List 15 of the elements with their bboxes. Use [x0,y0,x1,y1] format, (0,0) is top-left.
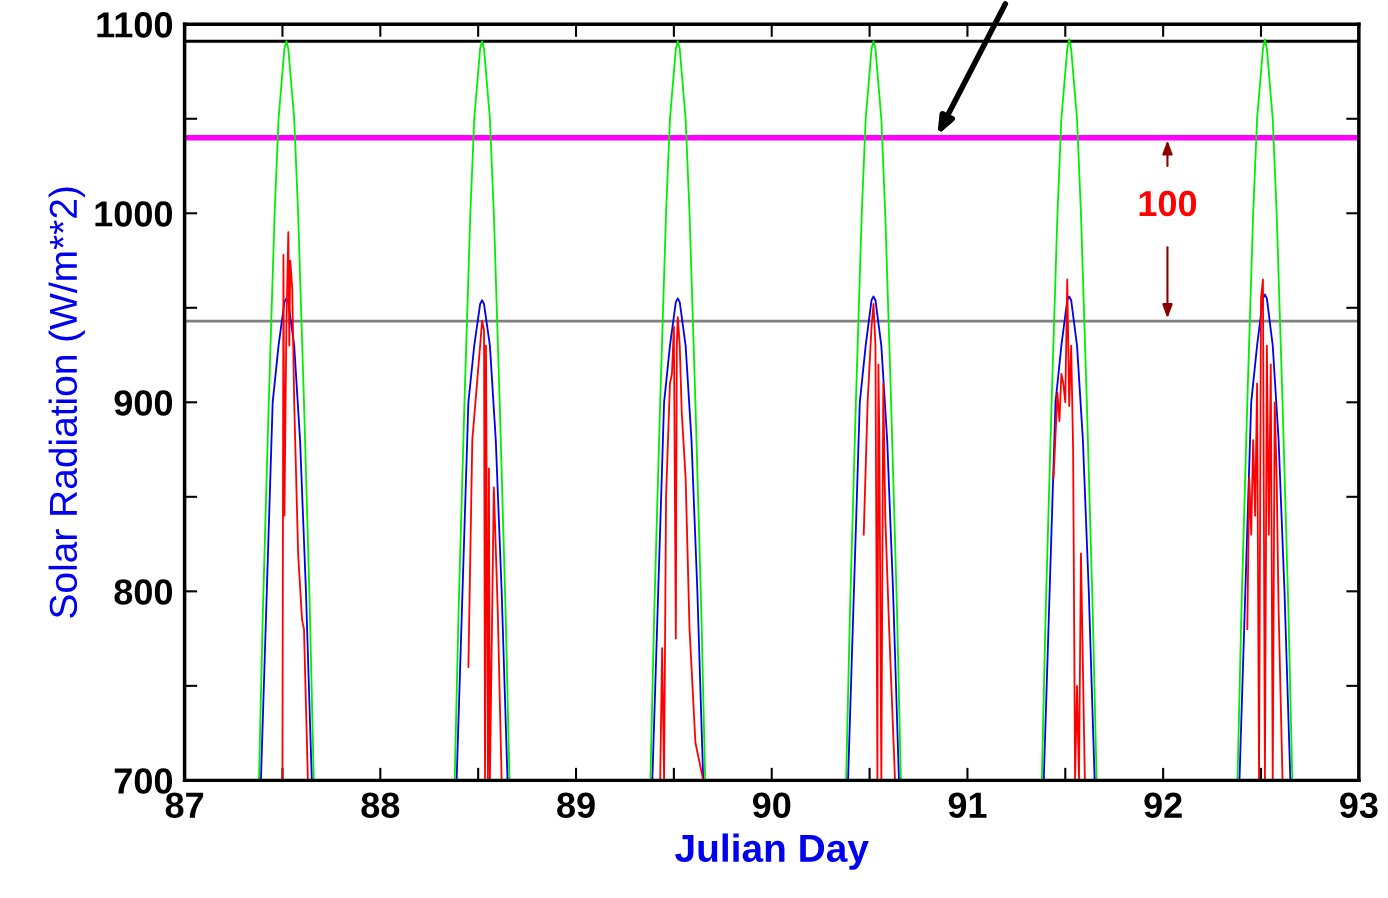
x-tick-label: 92 [1144,792,1182,818]
x-tick-label: 93 [1340,792,1378,819]
x-tick-label: 91 [948,792,987,818]
y-tick-label: 700 [114,768,173,794]
y-tick-label: 900 [114,390,173,416]
y-tick-label: 800 [114,579,173,605]
y-axis-title: Solar Radiation (W/m**2) [48,187,85,618]
y-tick-label: 1000 [95,201,173,227]
x-tick-label: 88 [361,792,400,818]
x-tick-label: 87 [165,792,204,818]
annotation: 100 [1139,190,1197,217]
y-tick-label: 1100 [97,12,173,38]
x-tick-label: 89 [557,792,595,818]
x-tick-label: 90 [752,792,791,818]
x-axis-title: Julian Day [675,833,869,870]
